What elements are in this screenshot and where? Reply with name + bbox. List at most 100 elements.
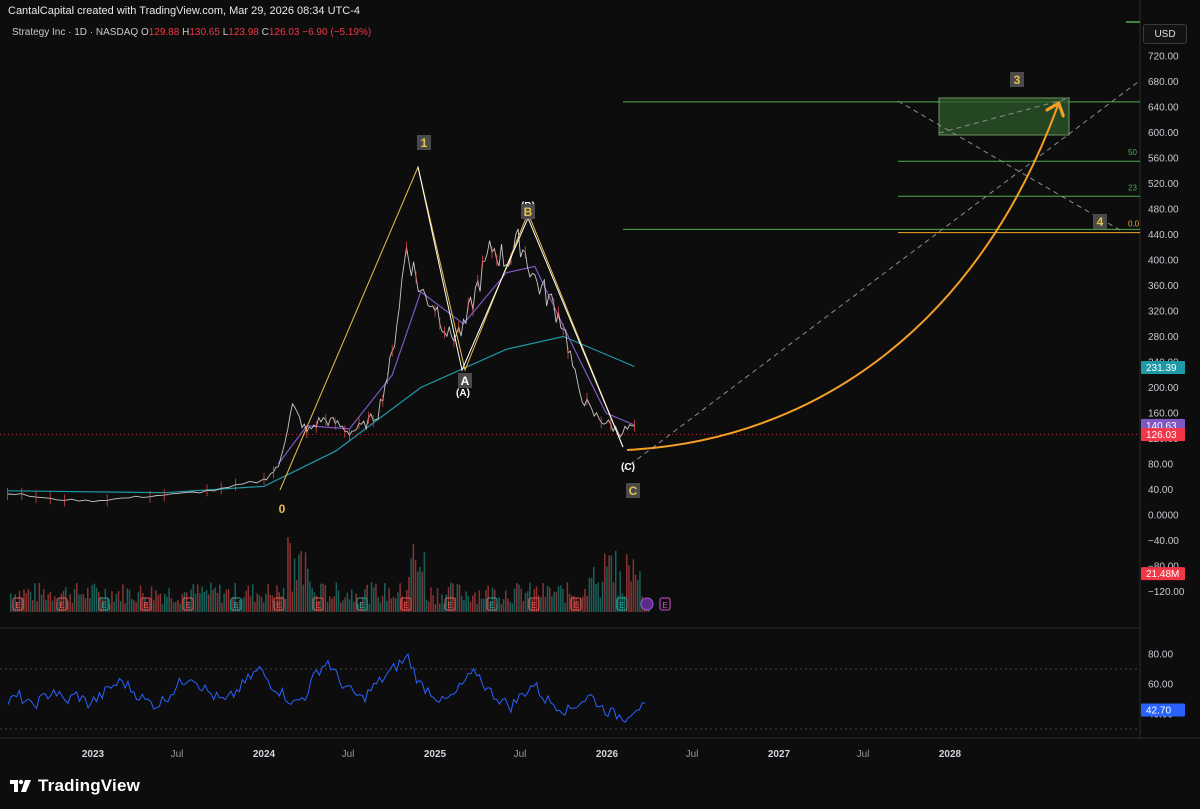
volume-bar — [516, 583, 518, 612]
volume-bar — [51, 600, 54, 612]
volume-bar — [58, 598, 60, 612]
volume-bar — [628, 565, 630, 612]
volume-bar — [271, 595, 274, 612]
volume-bar — [399, 583, 401, 612]
earnings-marker: E — [403, 601, 408, 610]
volume-bar — [139, 585, 142, 612]
volume-bar — [474, 592, 476, 612]
open-label: O — [140, 27, 149, 38]
volume-bar — [315, 595, 318, 612]
volume-bar — [210, 582, 212, 612]
volume-bar — [509, 601, 511, 612]
volume-bar — [388, 588, 390, 612]
volume-bar — [91, 585, 93, 612]
volume-bar — [219, 584, 221, 612]
volume-bar — [348, 599, 351, 612]
volume-bar — [258, 595, 261, 612]
wave-label-box — [1010, 72, 1024, 87]
volume-bar — [406, 589, 408, 612]
wave-label: 3 — [1014, 73, 1021, 87]
volume-bar — [502, 599, 505, 612]
earnings-marker-icon — [659, 597, 671, 611]
volume-bar — [194, 593, 197, 612]
earnings-marker-icon — [56, 597, 68, 611]
time-tick-label: 2025 — [424, 749, 447, 760]
volume-bar — [100, 596, 102, 612]
volume-bar — [344, 597, 346, 612]
time-tick-label: Jul — [514, 749, 527, 760]
volume-bar — [362, 597, 364, 612]
earnings-marker-icon — [140, 597, 152, 611]
high-value: 130.65 — [189, 27, 220, 38]
volume-bar — [617, 595, 619, 612]
volume-bar — [428, 601, 430, 612]
currency-selector[interactable]: USD — [1143, 24, 1187, 44]
symbol-name[interactable]: Strategy Inc · 1D · NASDAQ — [12, 27, 139, 38]
volume-bar — [573, 596, 575, 612]
earnings-marker-icon — [182, 597, 194, 611]
volume-bar — [331, 598, 333, 612]
volume-bar — [113, 602, 115, 612]
volume-bar — [302, 584, 305, 612]
volume-bar — [263, 602, 265, 612]
volume-bar — [38, 582, 41, 612]
earnings-marker: E — [531, 601, 536, 610]
volume-bar — [247, 585, 250, 612]
volume-bar — [619, 571, 621, 612]
volume-bar — [513, 588, 516, 612]
tradingview-logo-icon — [10, 779, 31, 792]
volume-bar — [575, 598, 577, 612]
volume-bar — [256, 593, 258, 612]
projection-line — [622, 81, 1139, 471]
earnings-marker: E — [489, 601, 494, 610]
volume-bar — [373, 587, 375, 612]
volume-bar — [337, 590, 340, 612]
earnings-marker-icon — [12, 597, 24, 611]
volume-bar — [80, 594, 82, 612]
volume-bar — [84, 598, 87, 612]
price-tick-label: 360.00 — [1148, 281, 1179, 292]
volume-bar — [93, 583, 96, 612]
volume-bar — [366, 584, 368, 612]
fib-level-label: 0.0 — [1128, 220, 1140, 229]
volume-bar — [544, 597, 547, 612]
volume-bar — [69, 594, 71, 612]
price-tick-label: 600.00 — [1148, 128, 1179, 139]
volume-bar — [287, 537, 289, 612]
volume-bar — [106, 598, 109, 612]
volume-bar — [403, 600, 406, 612]
volume-bar — [304, 552, 307, 612]
volume-bar — [491, 587, 494, 612]
volume-bar — [329, 596, 331, 612]
volume-bar — [412, 544, 415, 612]
volume-bar — [557, 586, 560, 612]
volume-bar — [95, 587, 98, 612]
volume-bar — [14, 594, 16, 612]
volume-bar — [529, 582, 531, 612]
volume-bar — [626, 554, 628, 612]
volume-bar — [577, 600, 580, 612]
wave-label: 4 — [1097, 215, 1104, 229]
volume-bar — [549, 587, 551, 612]
volume-bar — [340, 602, 342, 612]
volume-bar — [322, 583, 324, 612]
volume-bar — [285, 598, 287, 612]
volume-bar — [595, 584, 597, 612]
volume-bar — [467, 596, 470, 612]
projection-line — [897, 100, 1126, 234]
volume-bar — [234, 582, 236, 612]
volume-bar — [208, 594, 210, 612]
earnings-marker: E — [59, 601, 64, 610]
volume-bar — [36, 601, 38, 612]
volume-bar — [212, 589, 214, 612]
volume-bar — [300, 551, 302, 612]
volume-bar — [142, 593, 144, 612]
volume-bar — [172, 602, 175, 612]
volume-bar — [109, 603, 111, 612]
wave-label-box — [458, 373, 472, 388]
volume-bar — [254, 602, 256, 612]
volume-bar — [381, 595, 384, 612]
volume-bar — [122, 584, 124, 612]
volume-bar — [392, 596, 395, 612]
